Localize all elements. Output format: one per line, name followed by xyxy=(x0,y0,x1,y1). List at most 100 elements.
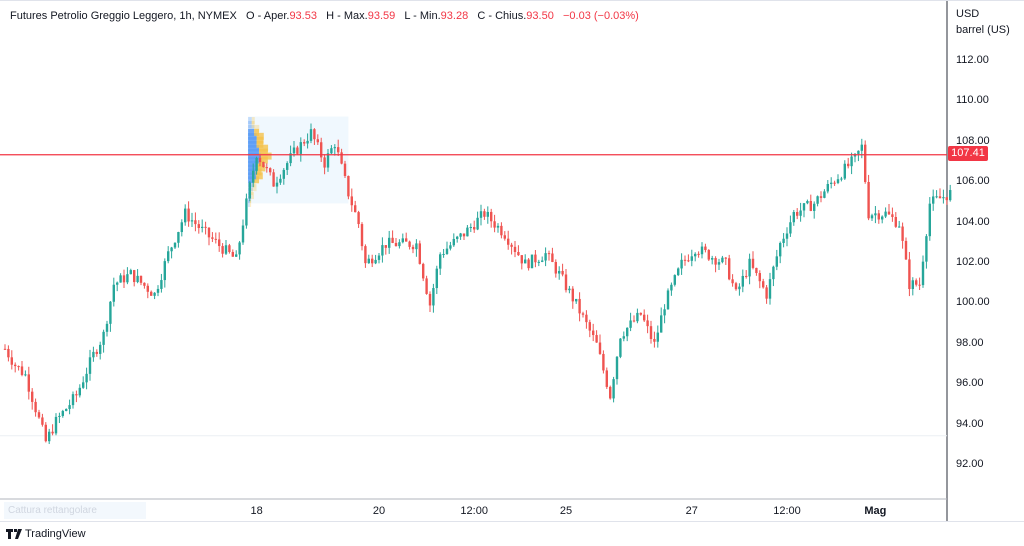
candle-body xyxy=(296,147,299,154)
candle-body xyxy=(612,379,615,399)
candle-body xyxy=(459,233,462,237)
candle-body xyxy=(636,312,639,322)
candle-body xyxy=(894,216,897,227)
candle-body xyxy=(741,275,744,287)
candle-body xyxy=(445,248,449,254)
volume-profile-bar-up xyxy=(248,140,257,148)
candle-body xyxy=(755,267,758,274)
candle-body xyxy=(320,142,323,158)
volume-profile-bar-down xyxy=(258,148,268,156)
candle-body xyxy=(85,373,88,383)
candle-body xyxy=(204,226,207,228)
candle-body xyxy=(415,243,418,250)
candle-body xyxy=(17,366,20,368)
candle-body xyxy=(707,250,710,260)
time-tick-label: 25 xyxy=(559,505,573,517)
candle-body xyxy=(265,167,268,169)
open-label: O - Aper. xyxy=(246,10,290,22)
volume-profile-bar-up xyxy=(248,160,257,168)
candle-body xyxy=(928,203,931,237)
candle-body xyxy=(102,331,105,345)
candle-body xyxy=(898,226,901,228)
candle-body xyxy=(830,182,833,185)
candle-body xyxy=(874,213,877,216)
candle-body xyxy=(935,196,938,198)
candle-body xyxy=(602,353,605,371)
candle-body xyxy=(306,140,309,144)
candle-body xyxy=(870,215,874,219)
candle-body xyxy=(37,412,41,418)
high-label: H - Max. xyxy=(326,10,368,22)
candle-body xyxy=(71,394,75,406)
candle-body xyxy=(439,254,442,269)
candle-body xyxy=(799,210,802,216)
candle-body xyxy=(282,169,285,179)
candle-body xyxy=(581,313,585,315)
candle-body xyxy=(337,147,340,153)
candle-body xyxy=(493,221,496,228)
candle-body xyxy=(881,216,884,220)
candle-body xyxy=(496,225,500,228)
candle-body xyxy=(836,179,840,183)
candle-body xyxy=(34,401,37,413)
candle-body xyxy=(456,236,459,239)
candle-body xyxy=(687,260,690,262)
volume-profile-bar-down xyxy=(257,164,266,172)
tradingview-brand[interactable]: TradingView xyxy=(6,528,86,540)
candle-body xyxy=(129,270,132,275)
volume-profile-bar-down xyxy=(256,172,263,180)
candle-body xyxy=(211,237,214,239)
candle-body xyxy=(82,382,85,388)
candle-body xyxy=(656,332,659,342)
candle-body xyxy=(666,290,670,310)
candle-body xyxy=(561,270,564,275)
candle-body xyxy=(704,246,707,251)
candle-body xyxy=(714,258,717,265)
candle-body xyxy=(105,323,109,332)
volume-profile-bar-up xyxy=(248,168,256,176)
candle-body xyxy=(360,224,364,247)
candle-body xyxy=(340,152,343,164)
candle-body xyxy=(809,201,812,211)
candle-body xyxy=(510,244,513,247)
volume-profile-bar-down xyxy=(251,120,255,128)
candle-body xyxy=(156,288,160,293)
candle-body xyxy=(622,336,625,339)
candle-body xyxy=(68,405,71,410)
candle-body xyxy=(891,214,894,217)
candle-body xyxy=(153,292,156,296)
volume-profile-bar-down xyxy=(249,196,252,204)
candle-body xyxy=(660,315,663,333)
candle-body xyxy=(530,254,534,269)
candle-body xyxy=(796,212,799,216)
candle-body xyxy=(408,241,411,247)
candle-body xyxy=(330,148,333,154)
candle-body xyxy=(775,256,778,267)
candle-body xyxy=(3,348,7,350)
candle-body xyxy=(350,196,353,206)
candle-body xyxy=(58,415,61,417)
price-chart[interactable] xyxy=(0,1,1024,521)
candle-body xyxy=(673,275,676,285)
candle-body xyxy=(915,280,918,285)
brand-label: TradingView xyxy=(25,528,86,540)
candle-body xyxy=(887,211,891,215)
candle-body xyxy=(245,198,248,226)
candle-body xyxy=(782,238,785,243)
candle-body xyxy=(629,320,632,328)
candle-body xyxy=(901,226,904,241)
candle-body xyxy=(292,147,296,154)
candle-body xyxy=(119,275,122,283)
candle-body xyxy=(850,156,853,167)
low-label: L - Min. xyxy=(404,10,441,22)
candle-body xyxy=(833,182,836,184)
candle-body xyxy=(942,197,945,199)
time-tick-label: 18 xyxy=(250,505,263,517)
candle-body xyxy=(289,153,292,164)
candle-body xyxy=(626,327,629,337)
candle-body xyxy=(418,243,421,264)
candle-body xyxy=(309,129,313,141)
volume-profile-bar-down xyxy=(254,176,260,184)
tradingview-logo-icon xyxy=(6,529,22,539)
candle-body xyxy=(653,338,656,342)
